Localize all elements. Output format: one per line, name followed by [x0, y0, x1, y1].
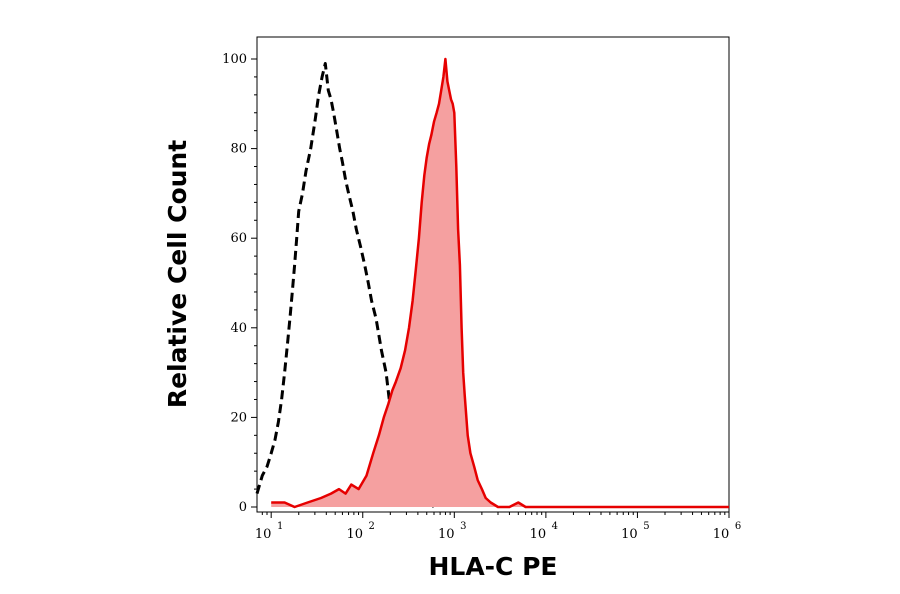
- x-axis: 10 1 10 2 10 3 10 4 10 5 10 6: [255, 512, 741, 542]
- x-tick-label: 10: [530, 527, 547, 542]
- y-tick-label: 0: [239, 500, 247, 515]
- x-tick-label: 10: [346, 527, 363, 542]
- x-axis-title: HLA-C PE: [428, 552, 557, 581]
- y-tick-label: 100: [222, 52, 247, 67]
- y-tick-label: 20: [230, 410, 247, 425]
- x-tick-label: 10: [255, 527, 272, 542]
- series-1-fill: [271, 59, 729, 507]
- x-tick-label: 10: [438, 527, 455, 542]
- plot-frame: [256, 36, 730, 513]
- y-tick-label: 40: [230, 321, 247, 336]
- y-axis-title: Relative Cell Count: [163, 140, 192, 408]
- y-tick-label: 80: [230, 142, 247, 157]
- x-tick-exponent: 6: [735, 521, 741, 532]
- x-tick-exponent: 2: [369, 521, 375, 532]
- series-layer: [255, 57, 729, 509]
- x-tick-exponent: 4: [552, 521, 558, 532]
- y-tick-label: 60: [230, 231, 247, 246]
- x-tick-label: 10: [713, 527, 730, 542]
- x-tick-exponent: 3: [460, 521, 466, 532]
- x-tick-exponent: 1: [277, 521, 283, 532]
- series-1-line: [271, 57, 729, 509]
- x-tick-label: 10: [621, 527, 638, 542]
- y-axis: 0 20 40 60 80 100: [222, 52, 257, 515]
- x-tick-exponent: 5: [643, 521, 649, 532]
